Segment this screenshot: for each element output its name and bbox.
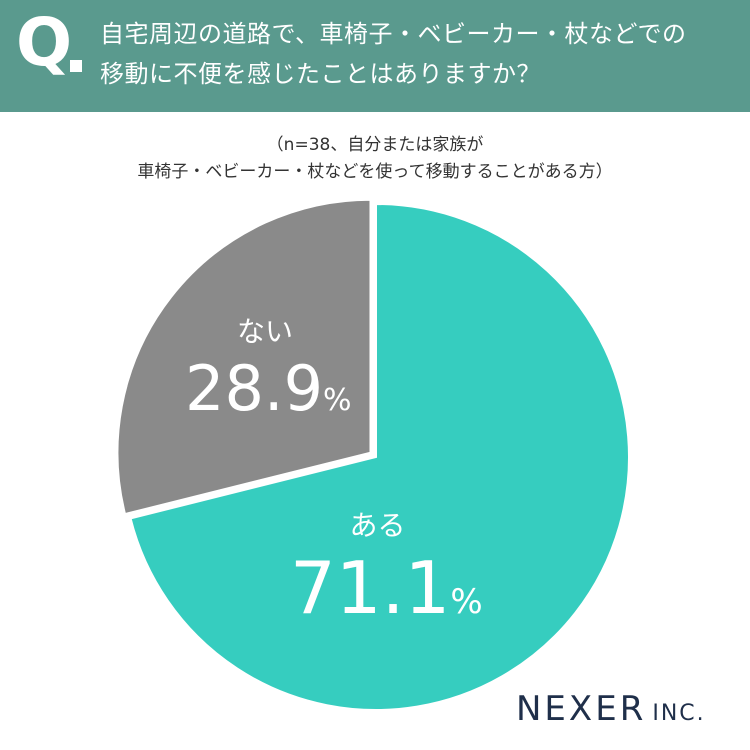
slice-name-yes: ある xyxy=(349,509,406,542)
slice-unit-no: % xyxy=(323,383,352,418)
slice-label-yes: ある 71.1% xyxy=(290,509,483,625)
question-line-2: 移動に不便を感じたことはありますか？ xyxy=(100,60,541,88)
nexer-logo: NEXER INC. xyxy=(516,692,706,726)
slice-label-no: ない 28.9% xyxy=(185,315,352,420)
sample-note-line-1: （n=38、自分または家族が xyxy=(266,135,484,155)
pie-slice-0 xyxy=(129,202,630,711)
pie-slice-1 xyxy=(116,198,372,516)
question-text: 自宅周辺の道路で、車椅子・ベビーカー・杖などでの 移動に不便を感じたことはありま… xyxy=(100,14,740,94)
logo-sub: INC. xyxy=(652,701,706,726)
sample-note: （n=38、自分または家族が 車椅子・ベビーカー・杖などを使って移動することがあ… xyxy=(0,132,750,186)
slice-value-yes-wrap: 71.1% xyxy=(290,552,483,624)
slice-value-no-wrap: 28.9% xyxy=(185,358,352,420)
question-header: Q 自宅周辺の道路で、車椅子・ベビーカー・杖などでの 移動に不便を感じたことはあ… xyxy=(0,0,750,112)
slice-unit-yes: % xyxy=(450,582,483,622)
logo-main: NEXER xyxy=(516,689,647,729)
question-line-1: 自宅周辺の道路で、車椅子・ベビーカー・杖などでの xyxy=(100,20,687,48)
slice-value-no: 28.9 xyxy=(185,352,324,425)
q-dot xyxy=(70,60,82,72)
slice-name-no: ない xyxy=(236,315,293,348)
sample-note-line-2: 車椅子・ベビーカー・杖などを使って移動することがある方） xyxy=(137,162,613,182)
q-letter: Q xyxy=(16,4,73,81)
slice-value-yes: 71.1 xyxy=(290,546,451,630)
